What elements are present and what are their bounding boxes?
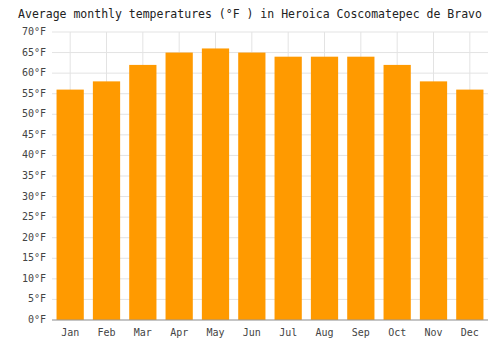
bar — [275, 57, 302, 320]
bar — [311, 57, 338, 320]
x-tick-label: Dec — [461, 327, 479, 338]
y-tick-label: 45°F — [22, 129, 46, 140]
y-tick-label: 50°F — [22, 108, 46, 119]
bar — [420, 81, 447, 320]
chart: 0°F 5°F 10°F 15°F 20°F 25°F 30°F 35°F 40°F 45°F 50… — [0, 0, 500, 350]
bar — [129, 65, 156, 320]
x-tick-label: Sep — [352, 327, 370, 338]
y-tick-label: 70°F — [22, 26, 46, 37]
grid — [52, 32, 488, 320]
bar — [456, 90, 483, 320]
y-tick-label: 5°F — [28, 293, 46, 304]
x-tick-label: Oct — [388, 327, 406, 338]
x-tick-label: Mar — [134, 327, 152, 338]
chart-container: 0°F 5°F 10°F 15°F 20°F 25°F 30°F 35°F 40°F 45°F 50… — [0, 0, 500, 350]
y-tick-label: 55°F — [22, 88, 46, 99]
x-tick-label: Nov — [424, 327, 442, 338]
y-tick-label: 0°F — [28, 314, 46, 325]
x-axis-line — [52, 320, 488, 321]
y-grid-line — [52, 32, 488, 33]
y-tick-label: 40°F — [22, 149, 46, 160]
y-tick-label: 10°F — [22, 273, 46, 284]
x-tick-label: Jan — [61, 327, 79, 338]
bar — [93, 81, 120, 320]
x-tick-label: Jul — [279, 327, 297, 338]
y-tick-label: 65°F — [22, 47, 46, 58]
x-tick-label: Aug — [315, 327, 333, 338]
x-tick-label: May — [206, 327, 224, 338]
x-tick-label: Feb — [97, 327, 115, 338]
bar — [166, 53, 193, 320]
bar — [57, 90, 84, 320]
y-tick-label: 25°F — [22, 211, 46, 222]
x-tick-label: Jun — [243, 327, 261, 338]
title: Average monthly temperatures (°F ) in He… — [18, 7, 482, 21]
bar — [384, 65, 411, 320]
y-grid-line — [52, 52, 488, 53]
y-tick-label: 30°F — [22, 191, 46, 202]
y-grid-line — [52, 73, 488, 74]
y-tick-label: 60°F — [22, 67, 46, 78]
bar — [238, 53, 265, 320]
bar — [202, 48, 229, 320]
y-tick-label: 20°F — [22, 232, 46, 243]
y-axis: 0°F 5°F 10°F 15°F 20°F 25°F 30°F 35°F 40°F 45°F 50… — [22, 26, 46, 325]
y-tick-label: 35°F — [22, 170, 46, 181]
bar — [347, 57, 374, 320]
x-axis: Jan Feb Mar Apr May Jun Jul Aug Sep Oct Nov Dec — [61, 327, 479, 338]
x-tick-label: Apr — [170, 327, 188, 338]
y-grid-line — [52, 320, 488, 321]
y-tick-label: 15°F — [22, 252, 46, 263]
bars — [57, 48, 484, 320]
